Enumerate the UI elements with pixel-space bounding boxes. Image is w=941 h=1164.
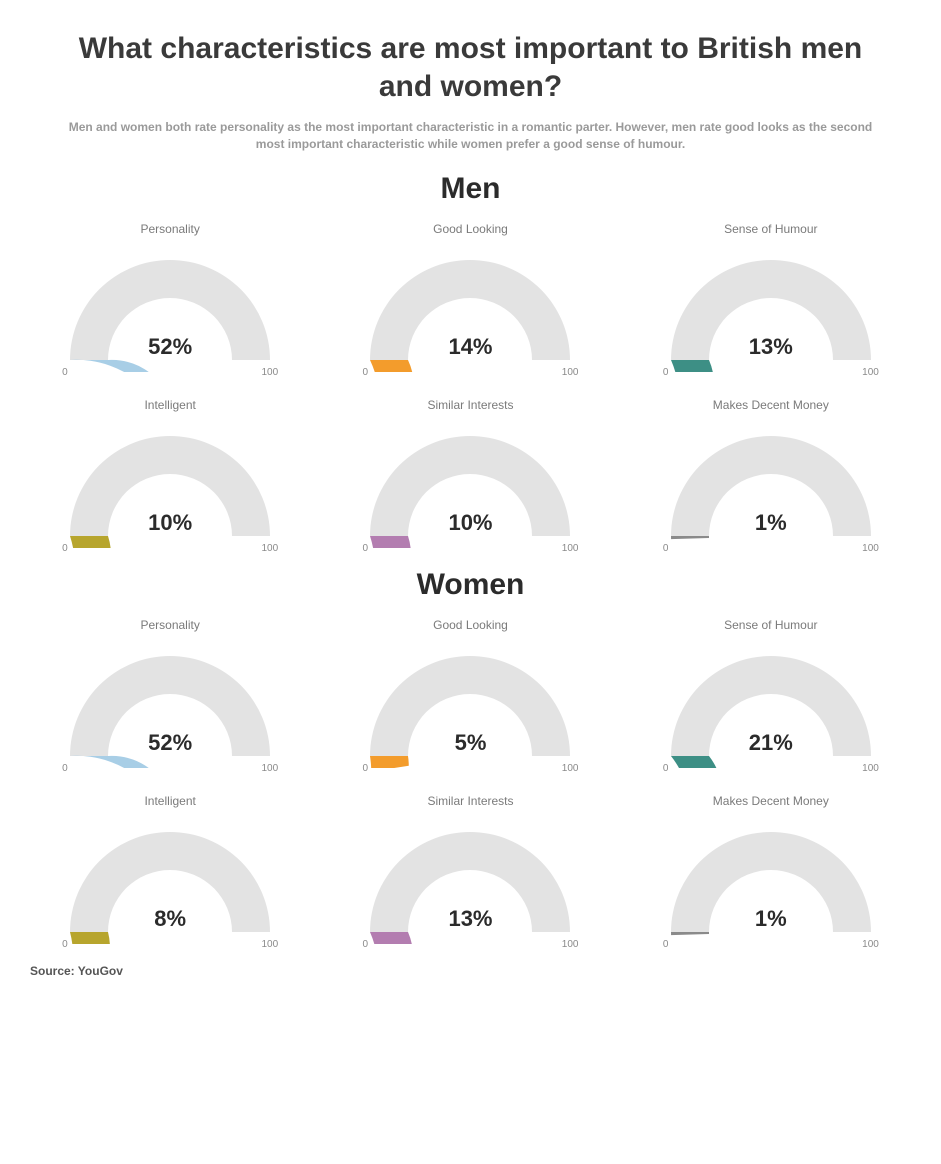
gauge-label: Sense of Humour: [724, 618, 817, 632]
gauge-axis-min: 0: [663, 367, 669, 378]
gauge-cell: Similar Interests 13% 0 100: [330, 784, 610, 954]
gauge: 13% 0 100: [350, 814, 590, 954]
sections-container: Men Personality 52% 0 100 Good Looking 14% 0 100…: [30, 172, 911, 954]
gauge-value: 52%: [50, 730, 290, 756]
gauge-value: 14%: [350, 334, 590, 360]
gauge-cell: Sense of Humour 13% 0 100: [631, 212, 911, 382]
gauge-value: 13%: [350, 906, 590, 932]
gauge-axis: 0 100: [651, 367, 891, 378]
gauge-label: Similar Interests: [427, 398, 513, 412]
gauge-cell: Good Looking 14% 0 100: [330, 212, 610, 382]
page-title: What characteristics are most important …: [70, 30, 871, 105]
gauge-label: Good Looking: [433, 222, 508, 236]
gauge-axis-min: 0: [362, 763, 368, 774]
gauge-axis-min: 0: [62, 763, 68, 774]
gauge-fill: [671, 536, 709, 539]
gauge-axis: 0 100: [350, 763, 590, 774]
gauge: 1% 0 100: [651, 814, 891, 954]
gauge-value: 10%: [350, 510, 590, 536]
gauge-grid: Personality52%0100Good Looking14%0100Sen…: [30, 212, 911, 558]
gauge: 1% 0 100: [651, 418, 891, 558]
gauge-cell: Intelligent 8% 0 100: [30, 784, 310, 954]
gauge-axis-max: 100: [862, 367, 879, 378]
gauge-axis: 0 100: [651, 763, 891, 774]
gauge-label: Makes Decent Money: [713, 794, 829, 808]
gauge-axis-min: 0: [362, 939, 368, 950]
gauge-axis: 0 100: [651, 939, 891, 950]
gauge-axis: 0 100: [50, 367, 290, 378]
page-subtitle: Men and women both rate personality as t…: [60, 119, 881, 154]
gauge-value: 10%: [50, 510, 290, 536]
gauge-axis-min: 0: [663, 939, 669, 950]
gauge-axis-min: 0: [663, 543, 669, 554]
gauge-axis-max: 100: [261, 367, 278, 378]
gauge: 10% 0 100: [350, 418, 590, 558]
gauge-axis: 0 100: [350, 367, 590, 378]
gauge-value: 1%: [651, 906, 891, 932]
gauge-axis-max: 100: [261, 763, 278, 774]
gauge: 21% 0 100: [651, 638, 891, 778]
gauge-value: 52%: [50, 334, 290, 360]
gauge-axis: 0 100: [50, 939, 290, 950]
gauge-label: Makes Decent Money: [713, 398, 829, 412]
gauge: 14% 0 100: [350, 242, 590, 382]
gauge: 13% 0 100: [651, 242, 891, 382]
gauge-cell: Intelligent 10% 0 100: [30, 388, 310, 558]
gauge-label: Similar Interests: [427, 794, 513, 808]
gauge-label: Sense of Humour: [724, 222, 817, 236]
gauge: 5% 0 100: [350, 638, 590, 778]
gauge-axis-min: 0: [663, 763, 669, 774]
gauge-cell: Good Looking 5% 0 100: [330, 608, 610, 778]
gauge-label: Personality: [140, 618, 199, 632]
gauge-axis-max: 100: [562, 763, 579, 774]
gauge-value: 21%: [651, 730, 891, 756]
gauge-axis-max: 100: [562, 543, 579, 554]
gauge-label: Intelligent: [144, 794, 195, 808]
gauge-axis-max: 100: [862, 763, 879, 774]
gauge-axis-max: 100: [862, 543, 879, 554]
gauge-axis-min: 0: [62, 939, 68, 950]
gauge-value: 1%: [651, 510, 891, 536]
gauge-axis: 0 100: [350, 939, 590, 950]
gauge-value: 5%: [350, 730, 590, 756]
gauge-axis-max: 100: [562, 367, 579, 378]
gauge-label: Personality: [140, 222, 199, 236]
source-attribution: Source: YouGov: [30, 964, 911, 978]
gauge-cell: Similar Interests 10% 0 100: [330, 388, 610, 558]
gauge-grid: Personality52%0100Good Looking5%0100Sens…: [30, 608, 911, 954]
gauge-axis-min: 0: [62, 367, 68, 378]
gauge-axis-max: 100: [261, 939, 278, 950]
gauge-cell: Personality 52% 0 100: [30, 212, 310, 382]
gauge: 52% 0 100: [50, 242, 290, 382]
gauge-fill: [671, 932, 709, 935]
gauge-cell: Personality 52% 0 100: [30, 608, 310, 778]
gauge: 10% 0 100: [50, 418, 290, 558]
section-heading: Men: [30, 172, 911, 206]
gauge-label: Intelligent: [144, 398, 195, 412]
gauge-label: Good Looking: [433, 618, 508, 632]
gauge-axis-max: 100: [562, 939, 579, 950]
gauge-value: 13%: [651, 334, 891, 360]
gauge-axis-max: 100: [862, 939, 879, 950]
gauge-axis-min: 0: [62, 543, 68, 554]
gauge-axis-max: 100: [261, 543, 278, 554]
gauge-axis: 0 100: [651, 543, 891, 554]
gauge-axis: 0 100: [50, 543, 290, 554]
gauge-cell: Makes Decent Money 1% 0 100: [631, 388, 911, 558]
gauge: 8% 0 100: [50, 814, 290, 954]
gauge-axis-min: 0: [362, 543, 368, 554]
section-heading: Women: [30, 568, 911, 602]
gauge-axis: 0 100: [50, 763, 290, 774]
gauge-cell: Makes Decent Money 1% 0 100: [631, 784, 911, 954]
gauge-axis: 0 100: [350, 543, 590, 554]
gauge: 52% 0 100: [50, 638, 290, 778]
gauge-axis-min: 0: [362, 367, 368, 378]
gauge-value: 8%: [50, 906, 290, 932]
gauge-cell: Sense of Humour 21% 0 100: [631, 608, 911, 778]
